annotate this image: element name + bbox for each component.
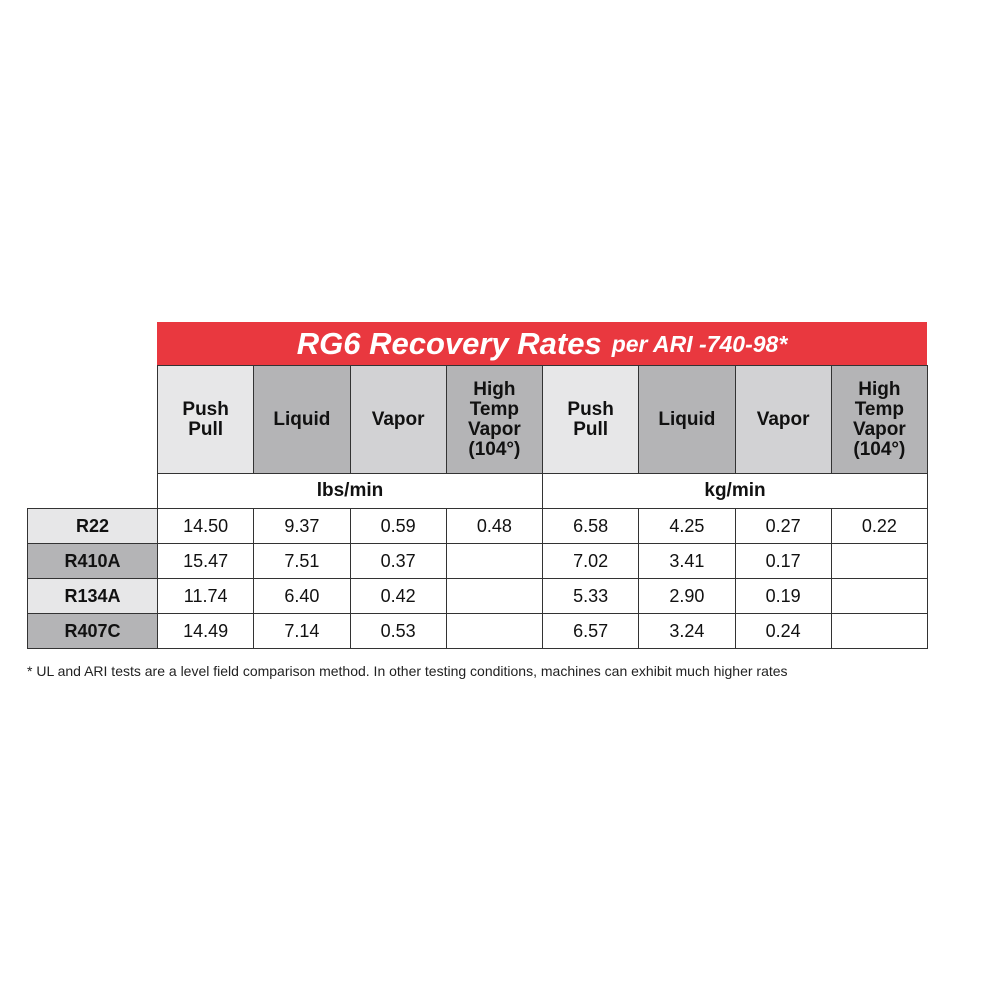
- data-cell: 6.58: [542, 508, 640, 544]
- header-line: Vapor: [467, 418, 521, 440]
- title-bar: RG6 Recovery Rates per ARI -740-98*: [157, 322, 927, 366]
- column-header: Vapor: [734, 365, 832, 474]
- column-header: Push Pull: [542, 365, 640, 474]
- data-cell: 15.47: [157, 543, 255, 579]
- data-cell: 7.02: [542, 543, 640, 579]
- header-line: Temp: [469, 398, 519, 420]
- row-label: R134A: [27, 578, 158, 614]
- data-cell: 6.40: [253, 578, 351, 614]
- data-cell: 0.59: [349, 508, 447, 544]
- unit-label: lbs/min: [157, 473, 543, 509]
- data-cell: 0.53: [349, 613, 447, 649]
- header-line: Pull: [188, 418, 224, 440]
- data-cell: [830, 613, 928, 649]
- column-header: High Temp Vapor (104°): [830, 365, 928, 474]
- data-cell: 2.90: [638, 578, 736, 614]
- header-line: Push: [567, 398, 614, 420]
- header-line: Vapor: [852, 418, 906, 440]
- data-cell: 7.51: [253, 543, 351, 579]
- header-line: Vapor: [371, 408, 425, 430]
- data-cell: [445, 613, 543, 649]
- data-cell: 0.17: [734, 543, 832, 579]
- footnote: * UL and ARI tests are a level field com…: [27, 663, 788, 679]
- header-line: Pull: [573, 418, 609, 440]
- data-cell: 5.33: [542, 578, 640, 614]
- data-cell: [830, 578, 928, 614]
- row-label: R410A: [27, 543, 158, 579]
- header-line: (104°): [853, 438, 906, 460]
- data-cell: 0.27: [734, 508, 832, 544]
- title-sub: per ARI -740-98*: [611, 330, 788, 357]
- column-header: Push Pull: [157, 365, 255, 474]
- header-line: Liquid: [273, 408, 331, 430]
- header-line: Temp: [854, 398, 904, 420]
- data-cell: 0.48: [445, 508, 543, 544]
- header-line: Liquid: [658, 408, 716, 430]
- unit-label: kg/min: [542, 473, 928, 509]
- data-cell: 0.42: [349, 578, 447, 614]
- column-header: Vapor: [349, 365, 447, 474]
- title-main: RG6 Recovery Rates: [296, 326, 602, 361]
- data-cell: 3.41: [638, 543, 736, 579]
- header-line: High: [858, 378, 901, 400]
- header-line: Vapor: [756, 408, 810, 430]
- data-cell: 14.49: [157, 613, 255, 649]
- header-line: Push: [182, 398, 229, 420]
- data-cell: 3.24: [638, 613, 736, 649]
- data-cell: [445, 578, 543, 614]
- column-header: Liquid: [253, 365, 351, 474]
- data-cell: 11.74: [157, 578, 255, 614]
- column-header: Liquid: [638, 365, 736, 474]
- data-cell: 14.50: [157, 508, 255, 544]
- data-cell: 0.22: [830, 508, 928, 544]
- row-label: R22: [27, 508, 158, 544]
- data-cell: 0.37: [349, 543, 447, 579]
- row-label: R407C: [27, 613, 158, 649]
- header-line: High: [473, 378, 516, 400]
- column-header: High Temp Vapor (104°): [445, 365, 543, 474]
- data-cell: [445, 543, 543, 579]
- data-cell: 9.37: [253, 508, 351, 544]
- data-cell: [830, 543, 928, 579]
- header-line: (104°): [468, 438, 521, 460]
- data-cell: 0.24: [734, 613, 832, 649]
- data-cell: 6.57: [542, 613, 640, 649]
- data-cell: 0.19: [734, 578, 832, 614]
- data-cell: 4.25: [638, 508, 736, 544]
- data-cell: 7.14: [253, 613, 351, 649]
